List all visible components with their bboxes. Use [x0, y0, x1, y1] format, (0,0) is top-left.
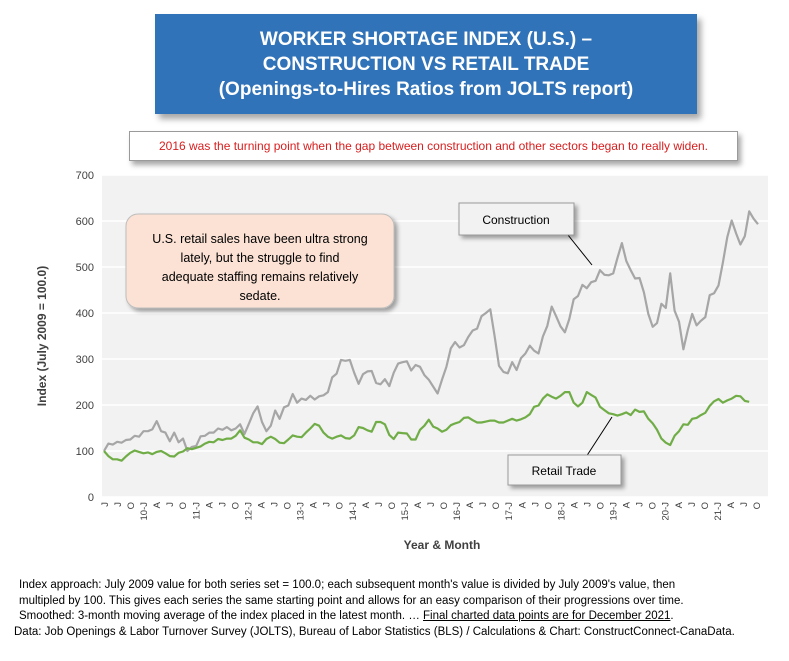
y-tick-label-100: 100	[76, 446, 94, 458]
x-tick-label-10: O	[230, 502, 241, 509]
x-tick-label-7: 11-J	[191, 502, 202, 520]
x-tick-label-49: J	[739, 502, 750, 507]
x-tick-label-34: O	[543, 502, 554, 509]
x-tick-label-38: O	[596, 502, 607, 509]
x-tick-label-16: A	[309, 501, 320, 508]
x-tick-label-36: A	[569, 501, 580, 508]
x-tick-label-4: A	[152, 501, 163, 508]
turning-point-note-text: 2016 was the turning point when the gap …	[158, 139, 709, 153]
y-tick-label-500: 500	[76, 262, 94, 274]
chart-title-line-2: CONSTRUCTION VS RETAIL TRADE	[262, 53, 590, 75]
x-tick-label-29: J	[478, 502, 489, 507]
x-tick-label-46: O	[700, 502, 711, 509]
construction-legend-box	[458, 202, 575, 236]
x-tick-label-39: 19-J	[609, 502, 620, 521]
x-tick-label-50: O	[752, 502, 763, 509]
x-tick-label-8: A	[204, 501, 215, 508]
x-tick-label-27: 16-J	[452, 502, 463, 521]
construction-line	[103, 210, 759, 453]
x-tick-label-43: 20-J	[661, 502, 672, 521]
retail-leader-line	[585, 416, 613, 458]
chart-title-box: WORKER SHORTAGE INDEX (U.S.) – CONSTRUCT…	[155, 14, 697, 114]
x-tick-label-40: A	[622, 501, 633, 508]
x-tick-label-1: J	[113, 502, 124, 507]
x-tick-label-26: O	[439, 502, 450, 509]
y-tick-label-400: 400	[76, 308, 94, 320]
x-tick-label-41: J	[635, 502, 646, 507]
x-axis-title: Year & Month	[404, 538, 481, 552]
y-tick-label-300: 300	[76, 354, 94, 366]
x-tick-label-6: O	[178, 502, 189, 509]
x-tick-label-20: A	[361, 501, 372, 508]
construction-legend-label: Construction	[482, 213, 549, 227]
x-tick-label-45: J	[687, 502, 698, 507]
footnote: Index approach: July 2009 value for both…	[14, 578, 784, 640]
x-tick-label-28: A	[465, 501, 476, 508]
construction-leader-line	[567, 234, 593, 266]
chart-title-line-1: WORKER SHORTAGE INDEX (U.S.) –	[259, 28, 593, 50]
footnote-approach-cont: multipled by 100. This gives each series…	[19, 594, 684, 607]
x-tick-label-31: 17-J	[504, 502, 515, 521]
x-tick-label-13: J	[270, 502, 281, 507]
x-tick-label-19: 14-J	[348, 502, 359, 521]
x-tick-label-9: J	[217, 502, 228, 507]
x-tick-label-5: J	[165, 502, 176, 507]
footnote-smoothing: Smoothed: 3-month moving average of the …	[19, 610, 674, 622]
x-tick-label-14: O	[283, 502, 294, 509]
x-tick-label-35: 18-J	[556, 502, 567, 521]
x-tick-label-21: J	[374, 502, 385, 507]
chart-title-line-3: (Openings-to-Hires Ratios from JOLTS rep…	[218, 78, 634, 100]
y-tick-label-600: 600	[76, 216, 94, 228]
x-tick-label-37: J	[582, 502, 593, 507]
y-tick-label-0: 0	[88, 492, 94, 504]
x-tick-label-22: O	[387, 502, 398, 509]
y-axis-title: Index (July 2009 = 100.0)	[35, 266, 49, 406]
x-tick-label-3: 10-J	[139, 502, 150, 521]
retail-callout-box	[125, 213, 395, 309]
x-tick-label-30: O	[491, 502, 502, 509]
x-tick-label-32: A	[517, 501, 528, 508]
x-tick-label-15: 13-J	[296, 502, 307, 521]
x-tick-label-24: A	[413, 501, 424, 508]
retail-legend-label: Retail Trade	[532, 464, 597, 478]
x-tick-label-25: J	[426, 502, 437, 507]
footnote-source: Data: Job Openings & Labor Turnover Surv…	[14, 625, 735, 638]
x-tick-label-0: J	[100, 502, 111, 507]
footnote-final-points: Final charted data points are for Decemb…	[423, 610, 671, 622]
x-tick-label-48: A	[726, 501, 737, 508]
x-tick-label-11: 12-J	[243, 502, 254, 521]
x-tick-label-12: A	[256, 501, 267, 508]
footnote-approach: Index approach: July 2009 value for both…	[19, 579, 676, 591]
x-tick-label-17: J	[322, 502, 333, 507]
retail-legend-box	[507, 454, 622, 486]
turning-point-note: 2016 was the turning point when the gap …	[129, 131, 738, 161]
x-tick-label-2: O	[126, 502, 137, 509]
x-tick-label-23: 15-J	[400, 502, 411, 521]
x-tick-label-44: A	[674, 501, 685, 508]
x-tick-label-18: O	[335, 502, 346, 509]
retail-trade-line	[103, 391, 750, 462]
x-tick-label-33: J	[530, 502, 541, 507]
x-tick-label-47: 21-J	[713, 502, 724, 521]
x-tick-label-42: O	[648, 502, 659, 509]
y-tick-label-200: 200	[76, 400, 94, 412]
y-tick-label-700: 700	[76, 170, 94, 182]
retail-callout-text: U.S. retail sales have been ultra strong…	[152, 232, 367, 303]
